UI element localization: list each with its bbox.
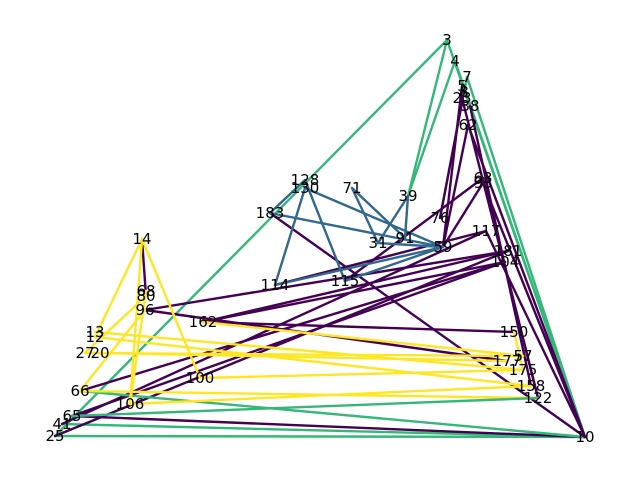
node-label-128: 128 [291, 171, 320, 189]
node-label-4: 4 [450, 52, 460, 70]
node-label-65: 65 [62, 407, 81, 425]
node-label-63: 63 [473, 169, 492, 187]
node-label-93: 93 [473, 174, 492, 192]
node-label-158: 158 [517, 377, 546, 395]
edge-106-158 [128, 384, 533, 406]
edge-104-66 [78, 260, 507, 393]
edge-183-59 [268, 211, 445, 249]
edge-62-10 [466, 123, 587, 439]
edge-96-66 [78, 308, 147, 393]
edge-25-10 [53, 434, 587, 439]
node-label-12: 12 [85, 328, 104, 346]
node-label-175: 175 [509, 361, 538, 379]
node-label-3: 3 [442, 31, 452, 49]
node-label-150: 150 [500, 323, 529, 341]
node-label-181: 181 [494, 242, 523, 260]
edge-93-10 [481, 181, 587, 439]
node-label-8: 8 [459, 83, 469, 101]
node-label-71: 71 [342, 179, 361, 197]
edge-66-122 [78, 389, 540, 400]
edge-65-104 [70, 260, 507, 418]
edge-130-59 [303, 186, 445, 249]
node-label-96: 96 [135, 301, 154, 319]
edge-66-10 [78, 389, 587, 439]
node-label-177: 177 [493, 352, 522, 370]
edge-181-162 [201, 249, 510, 324]
node-label-25: 25 [45, 427, 64, 445]
node-label-14: 14 [132, 230, 151, 248]
edge-162-150 [201, 320, 516, 334]
node-label-39: 39 [398, 187, 417, 205]
edge-115-59 [343, 245, 445, 283]
node-label-10: 10 [575, 428, 594, 446]
node-label-104: 104 [491, 253, 520, 271]
edge-68-106 [128, 289, 148, 406]
edge-71-91 [350, 186, 407, 240]
edge-80-27 [83, 294, 148, 355]
node-label-91: 91 [395, 229, 414, 247]
node-label-115: 115 [331, 272, 360, 290]
edge-4-39 [406, 59, 457, 198]
edge-65-122 [70, 396, 540, 418]
node-label-162: 162 [189, 313, 218, 331]
edge-14-12 [93, 237, 144, 339]
edge-100-175 [198, 368, 525, 380]
edge-117-10 [484, 229, 587, 439]
node-label-27: 27 [75, 344, 94, 362]
edge-93-59 [441, 181, 485, 249]
node-label-62: 62 [458, 116, 477, 134]
edge-7-10 [465, 75, 587, 439]
edge-128-115 [303, 178, 347, 283]
edge-3-39 [406, 38, 449, 198]
node-label-59: 59 [433, 238, 452, 256]
node-label-117: 117 [472, 222, 501, 240]
node-label-57: 57 [513, 347, 532, 365]
edge-130-114 [273, 186, 307, 287]
edge-65-10 [70, 414, 587, 439]
edge-8-76 [438, 90, 466, 220]
edge-150-175 [512, 330, 525, 372]
edge-12-158 [93, 335, 533, 388]
edge-128-183 [268, 178, 307, 215]
node-label-76: 76 [430, 209, 449, 227]
edge-13-175 [93, 330, 525, 372]
node-label-31: 31 [368, 234, 387, 252]
node-label-100: 100 [186, 369, 215, 387]
node-label-41: 41 [52, 415, 71, 433]
edge-layer [53, 38, 587, 439]
node-label-7: 7 [462, 68, 472, 86]
node-label-122: 122 [524, 389, 553, 407]
edge-62-59 [441, 123, 470, 249]
edge-25-3 [53, 38, 449, 438]
node-label-68: 68 [136, 282, 155, 300]
node-label-183: 183 [256, 204, 285, 222]
node-label-13: 13 [85, 323, 104, 341]
node-label-80: 80 [136, 287, 155, 305]
node-label-5: 5 [457, 77, 467, 95]
node-label-106: 106 [116, 395, 145, 413]
edge-114-59 [273, 245, 445, 287]
edge-162-57 [201, 320, 525, 358]
node-label-66: 66 [70, 382, 89, 400]
edge-14-80 [140, 237, 148, 298]
edge-183-10 [268, 211, 587, 439]
edge-104-162 [201, 260, 507, 324]
edge-31-59 [376, 241, 445, 249]
node-label-114: 114 [261, 276, 290, 294]
node-label-130: 130 [291, 179, 320, 197]
edge-181-96 [143, 249, 510, 312]
node-label-38: 38 [460, 97, 479, 115]
edge-41-10 [60, 422, 587, 439]
node-label-20: 20 [90, 344, 109, 362]
edge-27-57 [83, 351, 525, 358]
edge-63-122 [481, 176, 540, 400]
node-label-23: 23 [452, 89, 471, 107]
